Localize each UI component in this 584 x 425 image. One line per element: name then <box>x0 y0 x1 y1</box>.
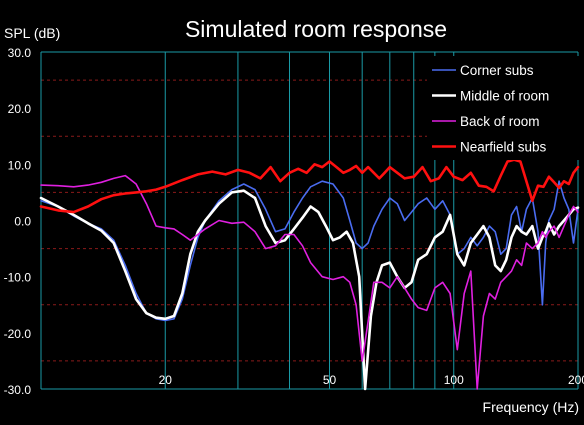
series-line-back-of-room <box>40 174 579 390</box>
series-lines <box>39 158 580 391</box>
y-tick-label: 30.0 <box>8 46 32 60</box>
legend-label: Corner subs <box>460 63 534 78</box>
legend-label: Middle of room <box>460 89 549 104</box>
y-tick-label: 10.0 <box>8 158 32 172</box>
y-tick-labels: 30.0 20.0 10.0 0.0 -10.0 -20.0 -30.0 <box>4 46 32 397</box>
y-axis-label: SPL (dB) <box>4 25 60 41</box>
y-tick-label: -20.0 <box>4 327 32 341</box>
x-tick-label: 20 <box>159 373 173 387</box>
x-tick-label: 200 <box>568 373 584 387</box>
y-tick-label: 0.0 <box>14 215 31 229</box>
y-tick-label: -30.0 <box>4 383 32 397</box>
legend-box <box>427 56 583 160</box>
y-tick-label: 20.0 <box>8 102 32 116</box>
x-axis-label: Frequency (Hz) <box>483 399 579 415</box>
series-line-middle-of-room <box>39 189 580 391</box>
x-tick-label: 50 <box>323 373 337 387</box>
y-tick-label: -10.0 <box>4 271 32 285</box>
x-tick-labels: 20 50 100 200 <box>159 373 584 387</box>
x-tick-label: 100 <box>444 373 464 387</box>
chart-title: Simulated room response <box>185 16 447 42</box>
legend-label: Nearfield subs <box>460 140 547 155</box>
legend: Corner subs Middle of room Back of room Nea… <box>427 56 583 160</box>
legend-label: Back of room <box>460 114 540 129</box>
series-line-nearfield-subs <box>39 158 580 214</box>
